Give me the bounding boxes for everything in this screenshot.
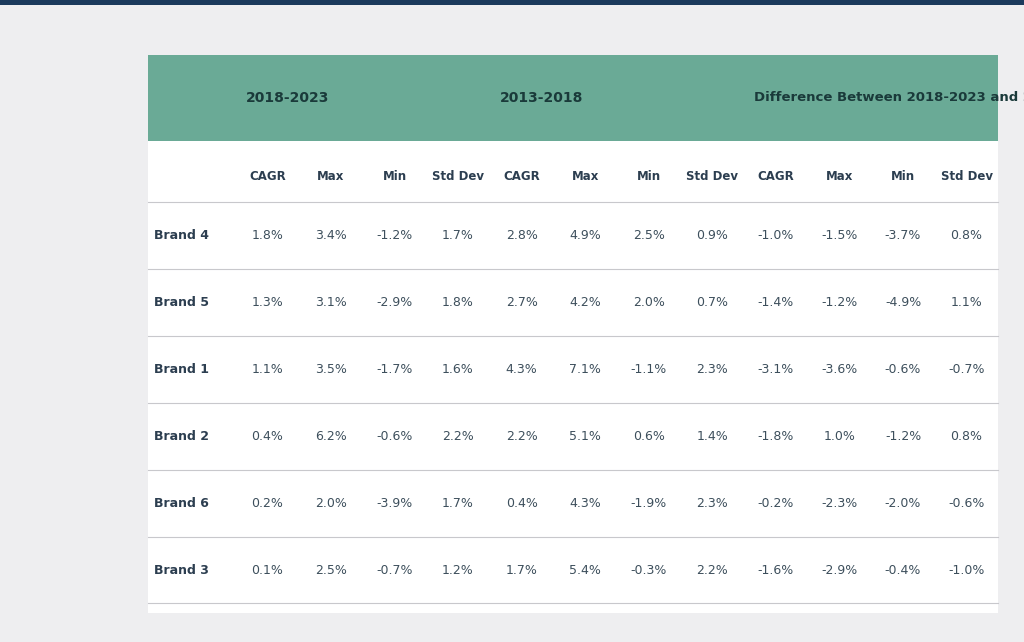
Text: -0.2%: -0.2% (758, 497, 794, 510)
Text: 1.7%: 1.7% (442, 229, 474, 242)
Text: 2.5%: 2.5% (633, 229, 665, 242)
Text: -2.9%: -2.9% (821, 564, 857, 577)
Bar (148, 141, 998, 613)
Text: 0.8%: 0.8% (950, 229, 983, 242)
Text: Std Dev: Std Dev (686, 170, 738, 183)
Text: 2018-2023: 2018-2023 (246, 91, 329, 105)
Text: -4.9%: -4.9% (885, 296, 922, 309)
Text: 2.0%: 2.0% (633, 296, 665, 309)
Text: 2.5%: 2.5% (315, 564, 347, 577)
Text: -0.6%: -0.6% (948, 497, 985, 510)
Text: -1.5%: -1.5% (821, 229, 858, 242)
Text: Min: Min (891, 170, 915, 183)
Text: Min: Min (382, 170, 407, 183)
Text: Brand 6: Brand 6 (154, 497, 209, 510)
Text: 0.4%: 0.4% (506, 497, 538, 510)
Text: -0.6%: -0.6% (885, 363, 922, 376)
Text: 3.1%: 3.1% (315, 296, 347, 309)
Text: 0.8%: 0.8% (950, 429, 983, 443)
Text: 1.2%: 1.2% (442, 564, 474, 577)
Text: -0.4%: -0.4% (885, 564, 922, 577)
Text: -3.1%: -3.1% (758, 363, 794, 376)
Text: 1.4%: 1.4% (696, 429, 728, 443)
Text: 1.1%: 1.1% (950, 296, 982, 309)
Text: -1.2%: -1.2% (377, 229, 413, 242)
Text: CAGR: CAGR (503, 170, 540, 183)
Text: -0.3%: -0.3% (631, 564, 667, 577)
Text: 4.3%: 4.3% (506, 363, 538, 376)
Text: 3.5%: 3.5% (315, 363, 347, 376)
Text: 1.1%: 1.1% (252, 363, 284, 376)
Text: Std Dev: Std Dev (941, 170, 992, 183)
Text: 1.7%: 1.7% (506, 564, 538, 577)
Text: 0.6%: 0.6% (633, 429, 665, 443)
Text: 0.1%: 0.1% (251, 564, 284, 577)
Bar (0, 0, 1024, 5)
Text: 3.4%: 3.4% (315, 229, 347, 242)
Text: 2.2%: 2.2% (696, 564, 728, 577)
Text: -1.6%: -1.6% (758, 564, 794, 577)
Text: 1.7%: 1.7% (442, 497, 474, 510)
Text: Max: Max (317, 170, 344, 183)
Text: 2.3%: 2.3% (696, 363, 728, 376)
Text: Min: Min (637, 170, 660, 183)
Text: CAGR: CAGR (758, 170, 795, 183)
Text: 1.8%: 1.8% (251, 229, 284, 242)
Text: -0.7%: -0.7% (376, 564, 413, 577)
Text: 4.9%: 4.9% (569, 229, 601, 242)
Text: 2.8%: 2.8% (506, 229, 538, 242)
Text: -1.2%: -1.2% (885, 429, 922, 443)
Text: -1.0%: -1.0% (758, 229, 794, 242)
Text: 5.4%: 5.4% (569, 564, 601, 577)
Text: 7.1%: 7.1% (569, 363, 601, 376)
Text: 2.2%: 2.2% (506, 429, 538, 443)
Text: Brand 1: Brand 1 (154, 363, 209, 376)
Text: -2.0%: -2.0% (885, 497, 922, 510)
Text: 0.7%: 0.7% (696, 296, 728, 309)
Text: Max: Max (571, 170, 599, 183)
Text: Max: Max (825, 170, 853, 183)
Bar (148, 55, 998, 141)
Text: 4.2%: 4.2% (569, 296, 601, 309)
Text: -1.2%: -1.2% (821, 296, 857, 309)
Text: -0.6%: -0.6% (376, 429, 413, 443)
Text: -2.3%: -2.3% (821, 497, 857, 510)
Text: 0.4%: 0.4% (251, 429, 284, 443)
Text: 2.3%: 2.3% (696, 497, 728, 510)
Text: Brand 4: Brand 4 (154, 229, 209, 242)
Text: 1.0%: 1.0% (823, 429, 855, 443)
Text: CAGR: CAGR (249, 170, 286, 183)
Text: 0.2%: 0.2% (251, 497, 284, 510)
Text: Std Dev: Std Dev (432, 170, 484, 183)
Text: -1.1%: -1.1% (631, 363, 667, 376)
Text: Brand 3: Brand 3 (154, 564, 209, 577)
Text: 4.3%: 4.3% (569, 497, 601, 510)
Text: Brand 2: Brand 2 (154, 429, 209, 443)
Text: Brand 5: Brand 5 (154, 296, 209, 309)
Text: 2.2%: 2.2% (442, 429, 474, 443)
Text: -0.7%: -0.7% (948, 363, 985, 376)
Text: -1.9%: -1.9% (631, 497, 667, 510)
Text: 1.3%: 1.3% (252, 296, 284, 309)
Text: 5.1%: 5.1% (569, 429, 601, 443)
Text: Difference Between 2018-2023 and 2013-2018: Difference Between 2018-2023 and 2013-20… (755, 91, 1024, 105)
Text: -3.7%: -3.7% (885, 229, 922, 242)
Text: 2.0%: 2.0% (315, 497, 347, 510)
Text: -1.0%: -1.0% (948, 564, 985, 577)
Text: 1.8%: 1.8% (442, 296, 474, 309)
Text: 2.7%: 2.7% (506, 296, 538, 309)
Text: 0.9%: 0.9% (696, 229, 728, 242)
Text: -3.6%: -3.6% (821, 363, 857, 376)
Text: -2.9%: -2.9% (377, 296, 413, 309)
Text: -3.9%: -3.9% (377, 497, 413, 510)
Text: -1.7%: -1.7% (376, 363, 413, 376)
Text: 6.2%: 6.2% (315, 429, 347, 443)
Text: 1.6%: 1.6% (442, 363, 474, 376)
Text: 2013-2018: 2013-2018 (500, 91, 584, 105)
Text: -1.8%: -1.8% (758, 429, 794, 443)
Text: -1.4%: -1.4% (758, 296, 794, 309)
